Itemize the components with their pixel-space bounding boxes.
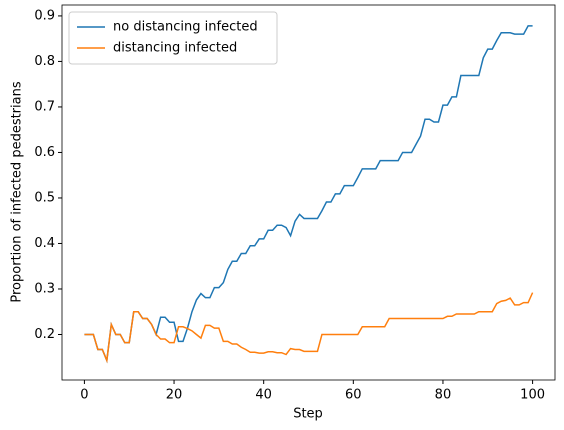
line-series — [84, 25, 533, 364]
y-tick-label: 0.2 — [34, 327, 55, 342]
legend-box — [68, 11, 278, 65]
legend-label: distancing infected — [113, 41, 237, 56]
y-tick-label: 0.9 — [34, 8, 55, 23]
y-tick-label: 0.6 — [34, 145, 55, 160]
y-tick-label: 0.5 — [34, 190, 55, 205]
x-tick-label: 100 — [520, 388, 545, 403]
x-axis-label: Step — [293, 407, 323, 422]
y-tick-label: 0.8 — [34, 54, 55, 69]
x-tick-label: 0 — [80, 388, 88, 403]
y-tick-label: 0.7 — [34, 99, 55, 114]
x-tick-label: 20 — [166, 388, 183, 403]
y-axis-label: Proportion of infected pedestrians — [10, 81, 25, 302]
x-tick-label: 80 — [435, 388, 452, 403]
plot-frame — [61, 4, 556, 381]
y-tick-label: 0.3 — [34, 281, 55, 296]
x-tick-label: 60 — [345, 388, 362, 403]
y-tick-label: 0.4 — [34, 236, 55, 251]
line-series — [84, 292, 534, 364]
x-tick-label: 40 — [255, 388, 272, 403]
legend-label: no distancing infected — [113, 20, 258, 35]
